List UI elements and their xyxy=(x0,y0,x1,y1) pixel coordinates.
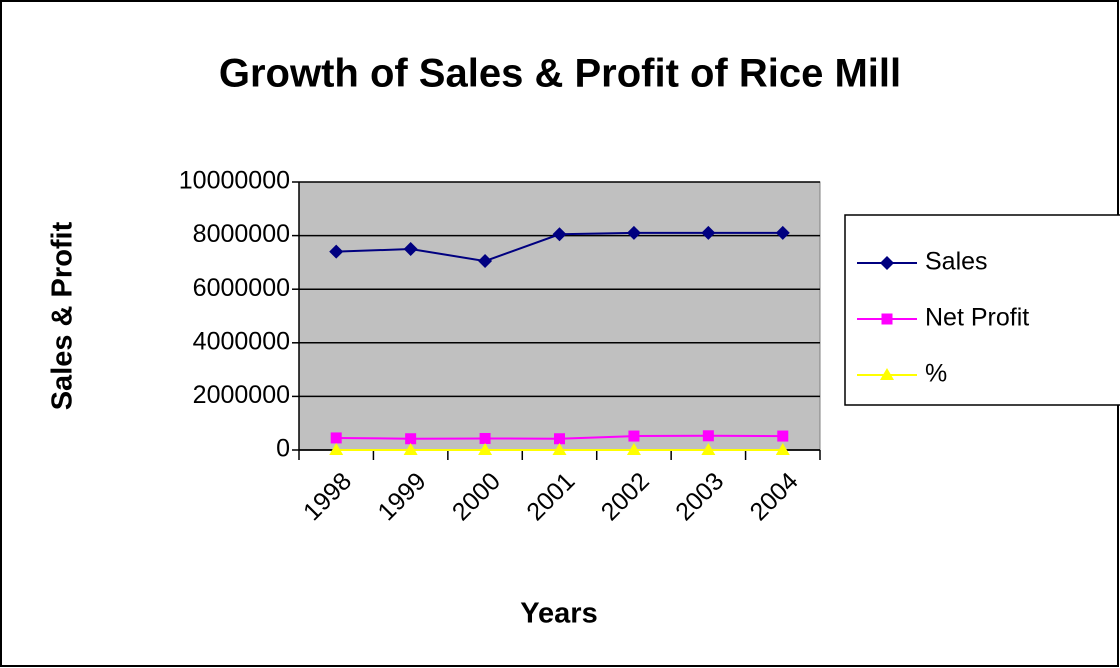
x-axis-label: Years xyxy=(520,598,597,630)
y-tick-label: 0 xyxy=(276,435,290,463)
point xyxy=(329,244,344,259)
chart-title: Growth of Sales & Profit of Rice Mill xyxy=(219,52,901,96)
point xyxy=(478,254,493,269)
legend-label: Sales xyxy=(925,248,988,276)
point xyxy=(626,225,641,240)
legend-marker xyxy=(881,313,893,325)
legend-marker xyxy=(880,256,894,270)
point xyxy=(701,225,716,240)
y-tick-label: 10000000 xyxy=(179,167,290,195)
point xyxy=(552,442,567,455)
y-axis-label: Sales & Profit xyxy=(47,221,79,410)
point xyxy=(628,430,640,442)
y-tick-label: 6000000 xyxy=(193,274,290,302)
point xyxy=(701,442,716,455)
legend-box xyxy=(844,214,1120,406)
point xyxy=(626,442,641,455)
point xyxy=(403,242,418,256)
legend-label: % xyxy=(925,360,947,388)
point xyxy=(775,225,790,240)
plot-area xyxy=(298,181,821,451)
point xyxy=(775,442,790,455)
point xyxy=(405,433,417,445)
point xyxy=(403,442,418,455)
legend-label: Net Profit xyxy=(925,304,1029,332)
point xyxy=(702,430,714,442)
point xyxy=(478,442,493,455)
y-tick-label: 8000000 xyxy=(193,220,290,248)
y-tick-label: 4000000 xyxy=(193,327,290,355)
point xyxy=(552,227,567,242)
y-tick-label: 2000000 xyxy=(193,381,290,409)
point xyxy=(777,430,789,442)
point xyxy=(329,442,344,455)
point xyxy=(554,433,565,445)
point xyxy=(479,432,491,444)
legend-marker xyxy=(880,368,894,380)
point xyxy=(330,432,342,444)
